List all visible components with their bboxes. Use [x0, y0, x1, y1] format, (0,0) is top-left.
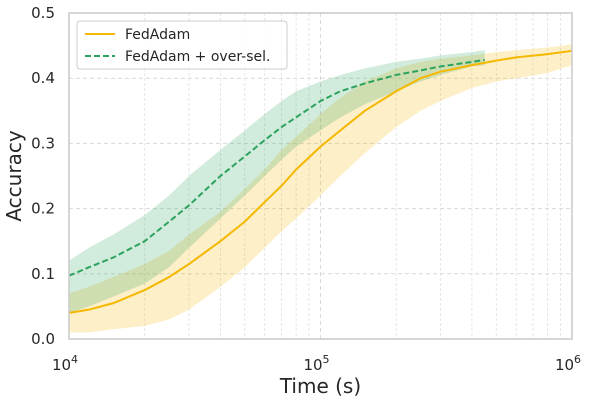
legend-box: [76, 20, 288, 70]
y-tick-label: 0.3: [31, 134, 55, 152]
legend-label-1: FedAdam: [125, 27, 190, 43]
x-axis-title: Time (s): [279, 374, 361, 398]
y-tick-label: 0.1: [31, 265, 55, 283]
plot-frame: [68, 12, 573, 340]
y-tick-label: 0.0: [31, 330, 55, 348]
y-axis-title: Accuracy: [2, 130, 26, 221]
x-tick-label: 106: [555, 353, 581, 374]
tick-labels: 104 105 106 0.0 0.1 0.2 0.3 0.4 0.5: [31, 4, 581, 374]
legend: FedAdam FedAdam + over-sel.: [76, 20, 288, 70]
x-tick-label: 105: [303, 353, 329, 374]
legend-label-2: FedAdam + over-sel.: [125, 49, 270, 65]
x-tick-label: 104: [52, 353, 78, 374]
series-lines: [68, 49, 573, 314]
grid: [68, 12, 573, 340]
y-tick-label: 0.2: [31, 200, 55, 218]
y-tick-label: 0.4: [31, 69, 55, 87]
series-band-2: [69, 50, 485, 313]
series-line-1: [68, 49, 573, 314]
series-line-2: [68, 58, 485, 277]
y-tick-label: 0.5: [31, 4, 55, 22]
